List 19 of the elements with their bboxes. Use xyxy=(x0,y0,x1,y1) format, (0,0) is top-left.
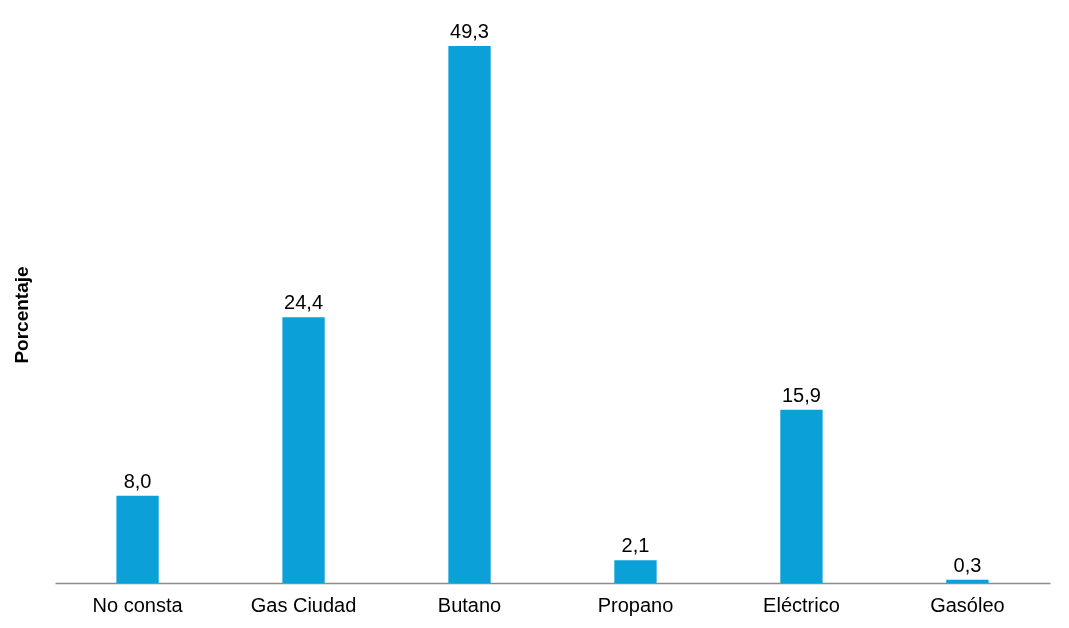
x-tick-label: Propano xyxy=(597,593,674,616)
data-label: 0,3 xyxy=(953,553,982,576)
x-tick-label: Gasóleo xyxy=(930,593,1005,616)
bar xyxy=(448,46,491,583)
bar xyxy=(614,560,657,583)
data-label: 15,9 xyxy=(781,383,821,406)
x-tick-label: No consta xyxy=(92,593,184,616)
x-tick-label: Butano xyxy=(437,593,502,616)
bar xyxy=(116,495,159,583)
data-label: 2,1 xyxy=(621,534,650,557)
data-label: 24,4 xyxy=(284,291,324,314)
x-tick-label: Eléctrico xyxy=(763,593,840,616)
data-label: 49,3 xyxy=(450,20,489,42)
x-tick-label: Gas Ciudad xyxy=(250,593,357,616)
bar xyxy=(282,317,325,583)
y-axis-title: Porcentaje xyxy=(10,266,32,364)
data-label: 8,0 xyxy=(123,469,152,492)
bar xyxy=(780,409,823,583)
bar xyxy=(946,579,989,583)
